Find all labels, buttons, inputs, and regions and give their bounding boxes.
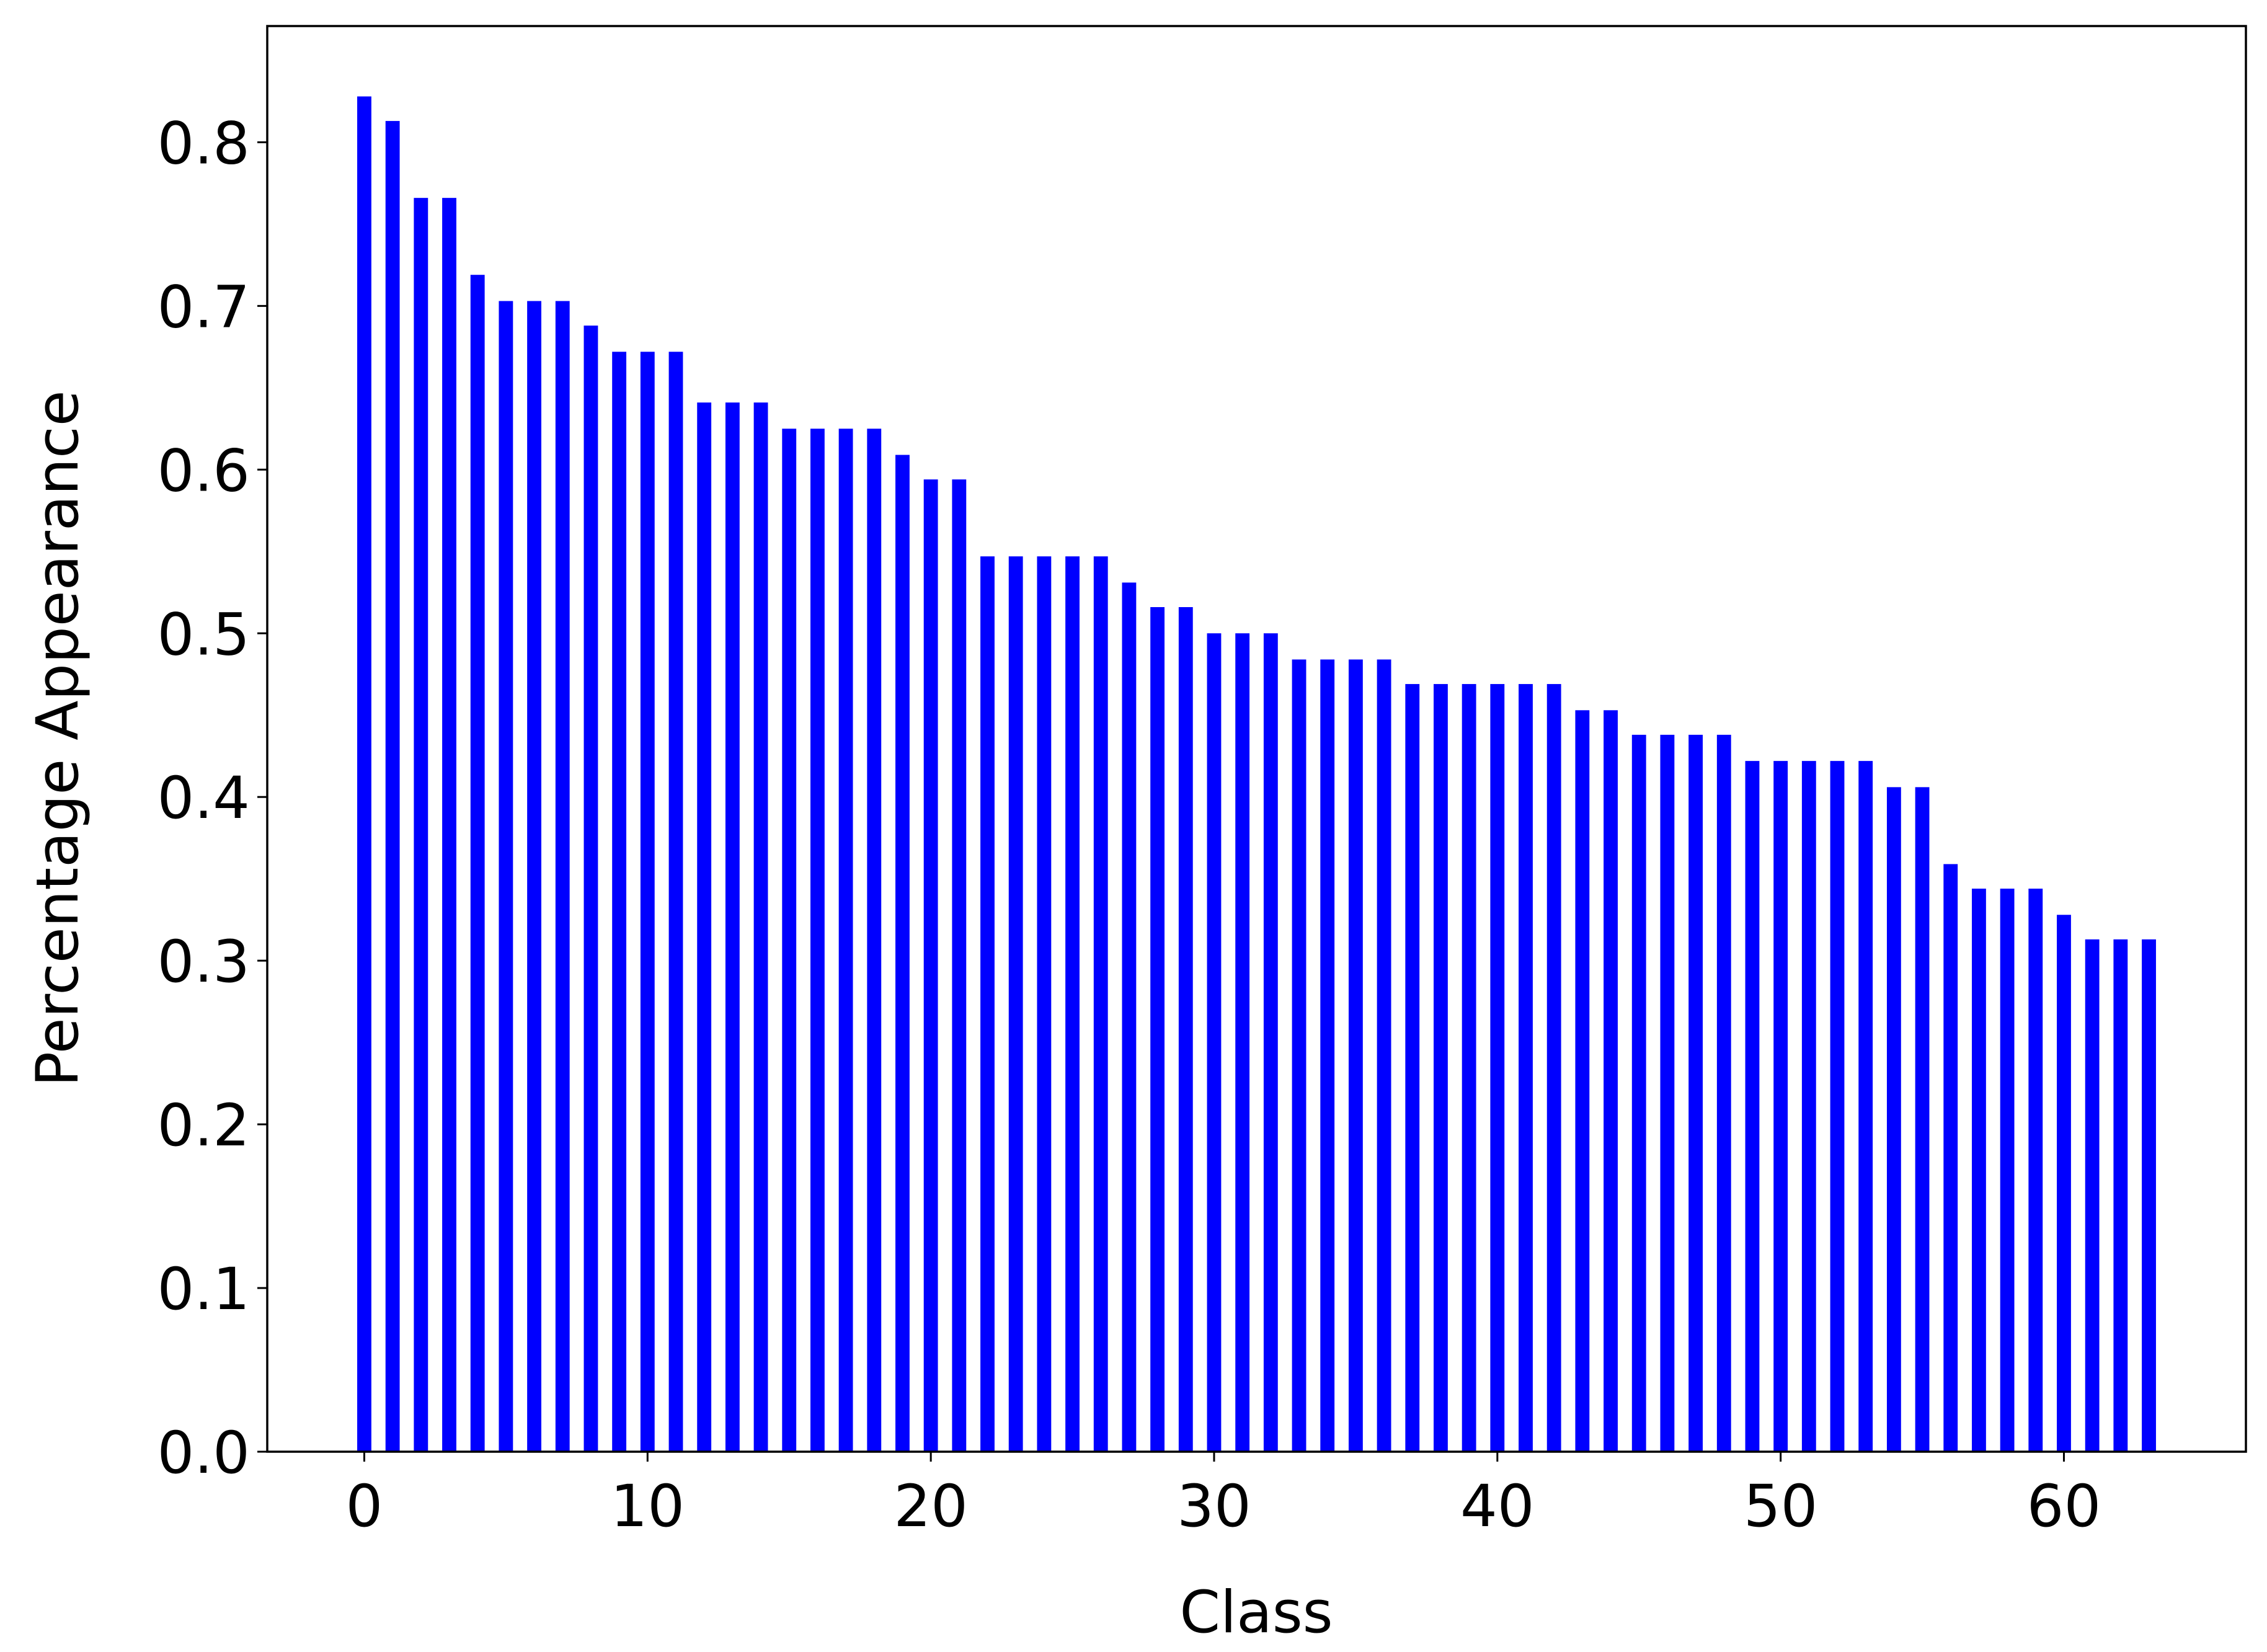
y-tick-label: 0.8	[157, 110, 251, 177]
x-tick-label: 20	[894, 1473, 968, 1540]
bar	[838, 429, 853, 1452]
bar	[2028, 889, 2043, 1452]
y-tick-label: 0.6	[157, 437, 251, 505]
bar	[1830, 761, 1845, 1452]
bar	[980, 556, 995, 1452]
bar	[2085, 939, 2100, 1452]
bar	[923, 479, 938, 1452]
bar	[1972, 889, 1986, 1452]
bar	[753, 402, 768, 1452]
y-tick-label: 0.0	[157, 1419, 251, 1487]
bar	[499, 301, 513, 1452]
bar	[1207, 633, 1222, 1452]
bar	[2057, 915, 2071, 1452]
x-tick-label: 10	[610, 1473, 685, 1540]
bar	[1405, 684, 1420, 1452]
bar	[2142, 939, 2156, 1452]
bar	[1631, 734, 1646, 1452]
x-tick-label: 30	[1177, 1473, 1251, 1540]
bar	[470, 275, 485, 1452]
bar	[1462, 684, 1476, 1452]
bar	[1434, 684, 1448, 1452]
plot-frame	[266, 25, 2247, 1453]
x-tick-label: 60	[2027, 1473, 2101, 1540]
bar	[810, 429, 825, 1452]
bar	[1575, 710, 1590, 1452]
bar	[1490, 684, 1505, 1452]
bar	[385, 121, 400, 1452]
bar	[414, 198, 428, 1452]
bar	[442, 198, 456, 1452]
bar	[1716, 734, 1731, 1452]
bar	[952, 479, 967, 1452]
bar	[1122, 582, 1137, 1452]
bar	[1604, 710, 1618, 1452]
bar	[1519, 684, 1533, 1452]
bar	[555, 301, 570, 1452]
bar	[1178, 607, 1193, 1452]
bar	[1915, 787, 1930, 1452]
bar	[1093, 556, 1108, 1452]
x-tick-label: 40	[1460, 1473, 1535, 1540]
y-tick-label: 0.1	[157, 1256, 251, 1323]
x-tick-label: 0	[346, 1473, 383, 1540]
y-tick-label: 0.5	[157, 601, 251, 668]
bar	[1037, 556, 1052, 1452]
bar	[1745, 761, 1760, 1452]
y-tick-label: 0.7	[157, 273, 251, 341]
bar	[1292, 659, 1307, 1452]
bar	[867, 429, 882, 1452]
x-tick-label: 50	[1744, 1473, 1818, 1540]
bar	[2000, 889, 2015, 1452]
bar	[1377, 659, 1391, 1452]
bar	[1688, 734, 1703, 1452]
bar	[1008, 556, 1023, 1452]
y-tick-label: 0.2	[157, 1092, 251, 1160]
bar	[1235, 633, 1250, 1452]
bar	[1065, 556, 1080, 1452]
bar	[1320, 659, 1335, 1452]
bar	[1660, 734, 1675, 1452]
bar	[1943, 864, 1958, 1452]
bar	[527, 301, 541, 1452]
bar	[583, 326, 598, 1452]
bar	[697, 402, 712, 1452]
y-tick-label: 0.4	[157, 765, 251, 832]
bar	[1546, 684, 1561, 1452]
y-axis-label: Percentage Appearance	[24, 390, 92, 1086]
bar	[640, 352, 655, 1452]
bar	[1886, 787, 1901, 1452]
bar	[2113, 939, 2128, 1452]
y-tick-label: 0.3	[157, 928, 251, 996]
bar	[1773, 761, 1788, 1452]
bar	[1801, 761, 1816, 1452]
bar	[1150, 607, 1165, 1452]
bar	[357, 96, 371, 1452]
bar	[782, 429, 797, 1452]
bar	[1263, 633, 1278, 1452]
x-axis-label: Class	[1179, 1579, 1333, 1646]
bar	[1858, 761, 1873, 1452]
bar	[668, 352, 683, 1452]
bar	[895, 455, 910, 1452]
bar	[1348, 659, 1363, 1452]
bar	[725, 402, 740, 1452]
bar	[612, 352, 627, 1452]
